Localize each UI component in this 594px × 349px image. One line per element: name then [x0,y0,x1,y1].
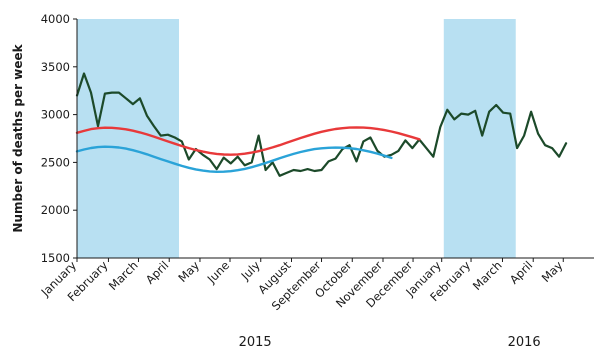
y-tick-label: 2500 [41,155,70,169]
y-tick-label: 4000 [41,12,70,26]
shaded-period-2 [443,19,516,258]
month-label: April [507,258,535,286]
year-label: 2016 [508,335,541,349]
series-line-1 [75,72,568,177]
month-label: April [143,258,171,286]
month-label: March [106,258,141,293]
year-labels: 2015 2016 [239,335,541,349]
month-label: May [539,258,566,285]
y-tick-label: 3500 [41,60,70,74]
shaded-period-1 [77,19,180,258]
axes [76,19,594,259]
month-label: May [175,258,202,285]
x-ticks [76,258,564,262]
month-label: March [470,258,505,293]
year-label: 2015 [239,335,272,349]
y-tick-label: 2000 [41,203,70,217]
y-tick-label: 3000 [41,108,70,122]
month-label: July [238,258,263,283]
y-tick-label: 1500 [41,251,70,265]
month-label: June [204,258,232,286]
series-line-3 [75,145,393,174]
y-ticks: 1500 2000 2500 3000 3500 4000 [41,12,77,265]
series-layer [75,72,568,177]
y-axis-title: Number of deaths per week [11,43,25,232]
series-line-2 [75,126,421,156]
